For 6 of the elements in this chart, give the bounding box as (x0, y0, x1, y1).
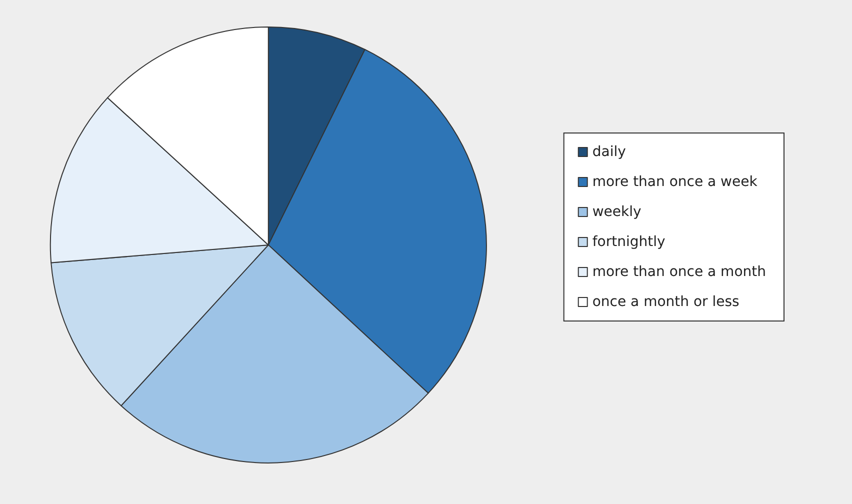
legend-label: more than once a month (592, 264, 766, 280)
legend-label: fortnightly (592, 234, 666, 250)
legend-label: once a month or less (592, 294, 740, 310)
legend-label: weekly (592, 204, 642, 220)
legend-label: daily (592, 144, 626, 160)
legend-label: more than once a week (592, 174, 758, 190)
